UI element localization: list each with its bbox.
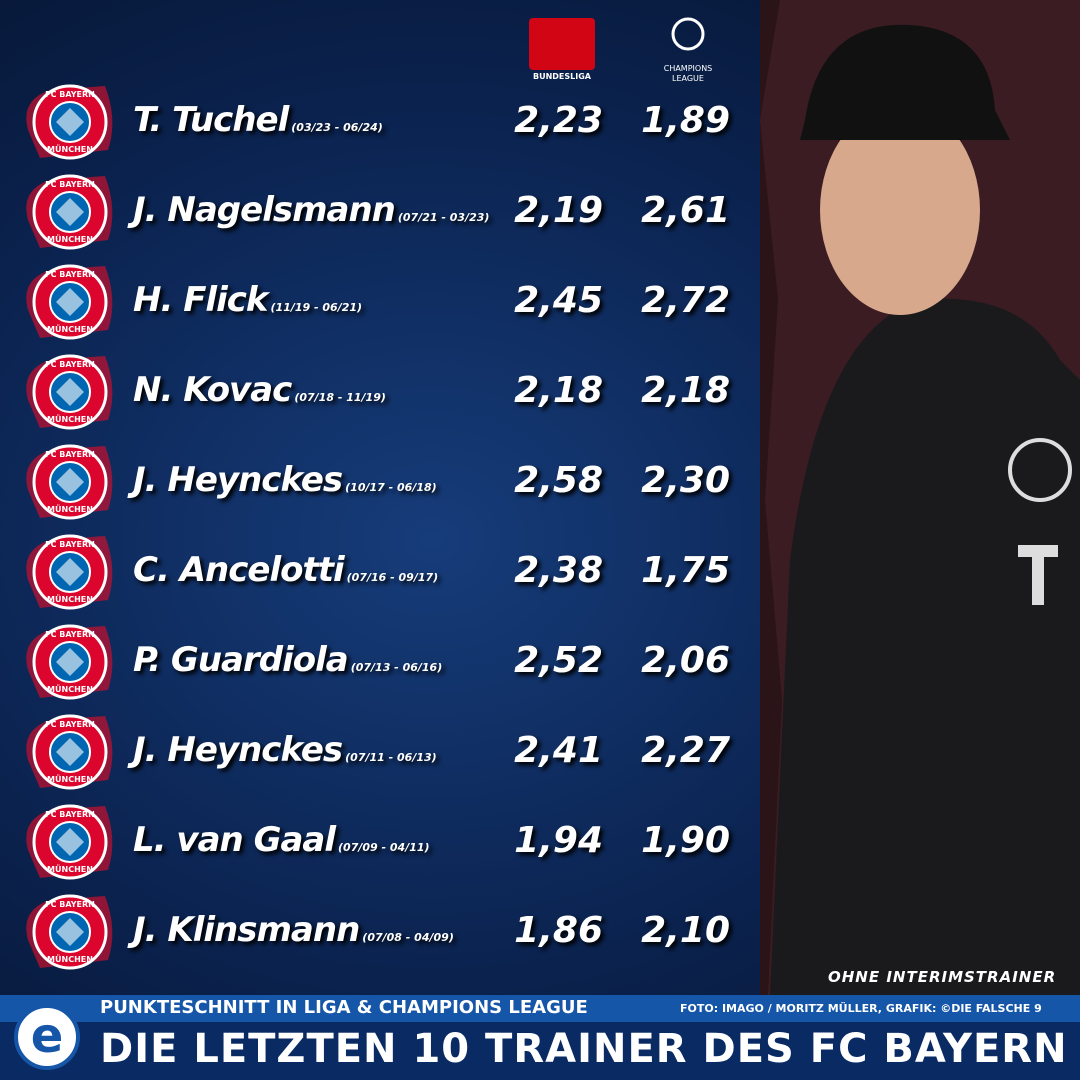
title-bar [0,1022,1080,1080]
coach-name: J. Klinsmann [133,910,360,950]
coach-period: (07/13 - 06/16) [350,661,443,674]
cl-value: 2,27 [641,730,730,771]
coach: J. Nagelsmann (07/21 - 03/23) [133,190,489,230]
note: OHNE INTERIMSTRAINER [828,968,1057,986]
club-logo-text: FC BAYERN [45,720,95,729]
club-logo-text: FC BAYERN [45,180,95,189]
club-logo-text: FC BAYERN [45,90,95,99]
bundesliga-label: BUNDESLIGA [533,72,591,81]
coach: J. Heynckes (07/11 - 06/13) [133,730,437,770]
club-logo: FC BAYERN MÜNCHEN [26,264,113,340]
club-logo-text: FC BAYERN [45,630,95,639]
subtitle: PUNKTESCHNITT IN LIGA & CHAMPIONS LEAGUE [100,997,588,1018]
cl-value: 2,61 [641,190,730,231]
coach: H. Flick (11/19 - 06/21) [133,280,362,320]
credit: FOTO: IMAGO / MORITZ MÜLLER, GRAFIK: ©DI… [680,1002,1042,1015]
coach-period: (07/09 - 04/11) [338,841,430,854]
club-logo-text: MÜNCHEN [47,774,93,784]
bundesliga-value: 1,86 [514,910,603,951]
cl-logo [671,17,705,51]
club-logo-text: MÜNCHEN [47,144,93,154]
coach-period: (03/23 - 06/24) [291,121,383,134]
brand-logo: e [14,1004,80,1070]
club-logo-text: FC BAYERN [45,540,95,549]
coach-name: T. Tuchel [133,100,289,140]
bundesliga-value: 2,23 [514,100,603,141]
cl-label-line: LEAGUE [672,74,704,83]
coach-name: J. Heynckes [133,460,343,500]
coach-period: (07/21 - 03/23) [397,211,490,224]
coach-name: P. Guardiola [133,640,349,680]
coach: P. Guardiola (07/13 - 06/16) [133,640,442,680]
coach: J. Klinsmann (07/08 - 04/09) [133,910,454,950]
club-logo-text: FC BAYERN [45,450,95,459]
club-logo-text: FC BAYERN [45,900,95,909]
coach-name: H. Flick [133,280,269,320]
club-logo-text: MÜNCHEN [47,324,93,334]
coach: C. Ancelotti (07/16 - 09/17) [133,550,438,590]
bundesliga-value: 2,19 [514,190,603,231]
coach-name: L. van Gaal [133,820,336,860]
club-logo: FC BAYERN MÜNCHEN [26,174,113,250]
coach-period: (07/16 - 09/17) [346,571,439,584]
coach-period: (07/08 - 04/09) [362,931,454,944]
club-logo-text: MÜNCHEN [47,234,93,244]
title: DIE LETZTEN 10 TRAINER DES FC BAYERN [100,1026,1068,1072]
cl-value: 2,30 [641,460,730,501]
club-logo: FC BAYERN MÜNCHEN [26,354,113,430]
club-logo-text: MÜNCHEN [47,954,93,964]
club-logo-text: MÜNCHEN [47,414,93,424]
coach-name: C. Ancelotti [133,550,345,590]
bundesliga-value: 2,41 [514,730,603,771]
club-logo-text: FC BAYERN [45,360,95,369]
bundesliga-value: 2,45 [514,280,603,321]
coach: J. Heynckes (10/17 - 06/18) [133,460,437,500]
club-logo: FC BAYERN MÜNCHEN [26,894,113,970]
cl-value: 2,72 [641,280,730,321]
bundesliga-value: 1,94 [514,820,603,861]
club-logo-text: MÜNCHEN [47,594,93,604]
coach-period: (07/18 - 11/19) [294,391,386,404]
coach-name: N. Kovac [133,370,292,410]
club-logo: FC BAYERN MÜNCHEN [26,534,113,610]
coach: T. Tuchel (03/23 - 06/24) [133,100,383,140]
coach-photo [760,0,1080,995]
club-logo: FC BAYERN MÜNCHEN [26,84,113,160]
bundesliga-value: 2,38 [514,550,603,591]
coach-name: J. Heynckes [133,730,343,770]
club-logo-text: FC BAYERN [45,810,95,819]
cl-value: 2,10 [641,910,730,951]
club-logo: FC BAYERN MÜNCHEN [26,714,113,790]
club-logo: FC BAYERN MÜNCHEN [26,624,113,700]
club-logo-text: FC BAYERN [45,270,95,279]
cl-label: CHAMPIONS LEAGUE [645,64,731,84]
cl-value: 1,90 [641,820,730,861]
bundesliga-value: 2,58 [514,460,603,501]
club-logo: FC BAYERN MÜNCHEN [26,444,113,520]
cl-value: 1,75 [641,550,730,591]
coach-period: (07/11 - 06/13) [345,751,437,764]
coach-period: (11/19 - 06/21) [270,301,363,314]
bundesliga-value: 2,52 [514,640,603,681]
cl-value: 2,06 [641,640,730,681]
coach-period: (10/17 - 06/18) [345,481,437,494]
coach-name: J. Nagelsmann [133,190,396,230]
cl-value: 1,89 [641,100,730,141]
club-logo-text: MÜNCHEN [47,504,93,514]
bundesliga-logo [529,18,595,70]
coach: L. van Gaal (07/09 - 04/11) [133,820,430,860]
bundesliga-value: 2,18 [514,370,603,411]
subtitle-bar [0,995,1080,1022]
cl-label-line: CHAMPIONS [663,64,713,73]
club-logo: FC BAYERN MÜNCHEN [26,804,113,880]
club-logo-text: MÜNCHEN [47,864,93,874]
coach: N. Kovac (07/18 - 11/19) [133,370,386,410]
club-logo-text: MÜNCHEN [47,684,93,694]
cl-value: 2,18 [641,370,730,411]
